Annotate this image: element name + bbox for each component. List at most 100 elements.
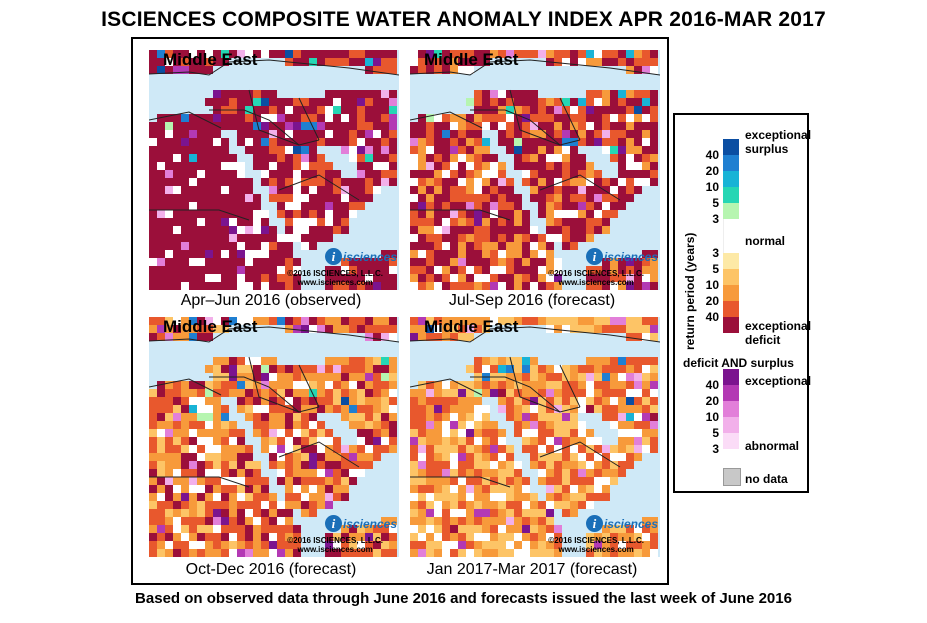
anomaly-cell xyxy=(309,485,317,493)
anomaly-cell xyxy=(618,122,626,130)
anomaly-cell xyxy=(245,114,253,122)
anomaly-cell xyxy=(205,533,213,541)
anomaly-cell xyxy=(373,413,381,421)
anomaly-cell xyxy=(538,202,546,210)
anomaly-cell xyxy=(450,541,458,549)
anomaly-cell xyxy=(546,274,554,282)
anomaly-cell xyxy=(498,178,506,186)
anomaly-cell xyxy=(450,437,458,445)
anomaly-cell xyxy=(434,453,442,461)
anomaly-cell xyxy=(269,437,277,445)
anomaly-cell xyxy=(277,258,285,266)
anomaly-cell xyxy=(474,325,482,333)
anomaly-cell xyxy=(626,533,634,541)
anomaly-cell xyxy=(189,266,197,274)
anomaly-cell xyxy=(285,485,293,493)
anomaly-cell xyxy=(546,437,554,445)
anomaly-cell xyxy=(309,429,317,437)
anomaly-cell xyxy=(389,274,397,282)
anomaly-cell xyxy=(245,509,253,517)
anomaly-cell xyxy=(418,469,426,477)
anomaly-cell xyxy=(165,242,173,250)
anomaly-cell xyxy=(482,549,490,557)
legend-tick-surplus-4: 3 xyxy=(712,212,719,226)
anomaly-cell xyxy=(157,178,165,186)
anomaly-cell xyxy=(285,98,293,106)
anomaly-cell xyxy=(466,178,474,186)
anomaly-cell xyxy=(381,373,389,381)
anomaly-cell xyxy=(173,421,181,429)
anomaly-cell xyxy=(349,533,357,541)
anomaly-cell xyxy=(245,274,253,282)
anomaly-cell xyxy=(269,373,277,381)
anomaly-cell xyxy=(181,258,189,266)
anomaly-cell xyxy=(149,202,157,210)
anomaly-cell xyxy=(341,461,349,469)
anomaly-cell xyxy=(341,413,349,421)
anomaly-cell xyxy=(514,90,522,98)
anomaly-cell xyxy=(482,226,490,234)
anomaly-cell xyxy=(642,282,650,290)
anomaly-cell xyxy=(221,421,229,429)
anomaly-cell xyxy=(197,421,205,429)
anomaly-cell xyxy=(237,274,245,282)
legend-tick-both-1: 20 xyxy=(705,394,719,408)
anomaly-cell xyxy=(578,138,586,146)
anomaly-cell xyxy=(173,445,181,453)
anomaly-cell xyxy=(554,122,562,130)
anomaly-cell xyxy=(570,210,578,218)
anomaly-cell xyxy=(261,234,269,242)
anomaly-cell xyxy=(221,90,229,98)
anomaly-cell xyxy=(626,266,634,274)
anomaly-cell xyxy=(522,178,530,186)
anomaly-cell xyxy=(317,501,325,509)
panel-caption-2: Oct-Dec 2016 (forecast) xyxy=(185,561,357,578)
anomaly-cell xyxy=(237,397,245,405)
anomaly-cell xyxy=(506,365,514,373)
anomaly-cell xyxy=(506,517,514,525)
anomaly-cell xyxy=(418,138,426,146)
anomaly-cell xyxy=(317,114,325,122)
anomaly-cell xyxy=(245,98,253,106)
anomaly-cell xyxy=(602,50,610,58)
anomaly-cell xyxy=(610,138,618,146)
anomaly-cell xyxy=(389,525,397,533)
anomaly-cell xyxy=(189,218,197,226)
anomaly-cell xyxy=(277,194,285,202)
anomaly-cell xyxy=(157,429,165,437)
anomaly-cell xyxy=(173,130,181,138)
anomaly-cell xyxy=(434,421,442,429)
anomaly-cell xyxy=(434,114,442,122)
anomaly-cell xyxy=(181,533,189,541)
anomaly-cell xyxy=(365,114,373,122)
anomaly-cell xyxy=(570,162,578,170)
anomaly-cell xyxy=(149,194,157,202)
anomaly-cell xyxy=(173,389,181,397)
anomaly-cell xyxy=(650,162,658,170)
anomaly-cell xyxy=(490,533,498,541)
anomaly-cell xyxy=(197,397,205,405)
anomaly-cell xyxy=(197,413,205,421)
anomaly-cell xyxy=(450,413,458,421)
anomaly-cell xyxy=(317,381,325,389)
country-border xyxy=(509,356,561,413)
anomaly-cell xyxy=(562,146,570,154)
anomaly-cell xyxy=(373,98,381,106)
anomaly-cell xyxy=(157,397,165,405)
anomaly-cell xyxy=(554,138,562,146)
anomaly-cell xyxy=(229,485,237,493)
anomaly-cell xyxy=(237,114,245,122)
anomaly-cell xyxy=(618,274,626,282)
anomaly-cell xyxy=(165,170,173,178)
anomaly-cell xyxy=(426,50,434,58)
anomaly-cell xyxy=(365,437,373,445)
anomaly-cell xyxy=(578,226,586,234)
anomaly-cell xyxy=(205,541,213,549)
anomaly-cell xyxy=(181,509,189,517)
anomaly-cell xyxy=(418,146,426,154)
anomaly-cell xyxy=(197,122,205,130)
anomaly-cell xyxy=(562,202,570,210)
anomaly-cell xyxy=(490,258,498,266)
anomaly-cell xyxy=(610,533,618,541)
anomaly-cell xyxy=(466,325,474,333)
